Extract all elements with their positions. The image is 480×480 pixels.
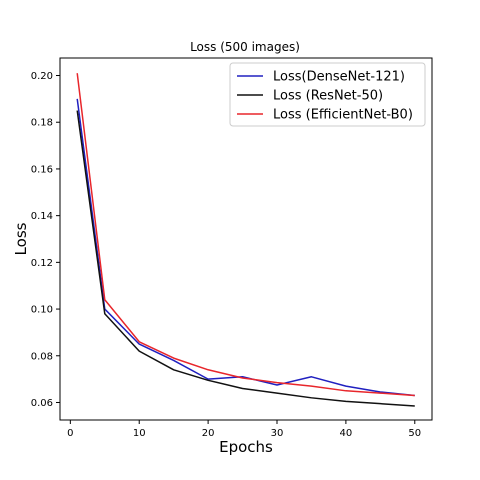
legend-label-0: Loss(DenseNet-121) [273,70,405,85]
y-tick-label: 0.10 [31,305,53,316]
x-tick-label: 0 [67,428,73,439]
y-tick-label: 0.06 [31,398,53,409]
y-tick-label: 0.20 [31,71,53,82]
legend: Loss(DenseNet-121) Loss (ResNet-50) Loss (… [229,62,426,127]
plot-area [76,73,415,407]
series-line-0 [76,98,415,397]
x-tick-label: 30 [271,428,284,439]
legend-box [229,62,426,127]
series-line-2 [76,73,415,397]
x-tick-label: 20 [202,428,215,439]
chart-title: Loss (500 images) [190,40,300,54]
x-tick-label: 40 [340,428,353,439]
legend-label-2: Loss (EfficientNet-B0) [273,108,413,123]
y-tick-label: 0.16 [31,164,53,175]
y-tick-label: 0.18 [31,118,53,129]
x-axis-label: Epochs [219,438,273,456]
x-tick-label: 10 [133,428,146,439]
y-axis-label: Loss [12,222,30,255]
axes-frame [59,57,433,421]
y-tick-label: 0.08 [31,351,53,362]
series-line-1 [76,110,415,407]
legend-label-1: Loss (ResNet-50) [273,89,383,104]
x-tick-label: 50 [408,428,421,439]
axis-ticks: 0 10 20 30 40 50 0.06 0.08 0.10 0.12 0.14 0.16 0.18 0… [31,71,421,439]
y-tick-label: 0.12 [31,258,53,269]
y-tick-label: 0.14 [31,211,53,222]
